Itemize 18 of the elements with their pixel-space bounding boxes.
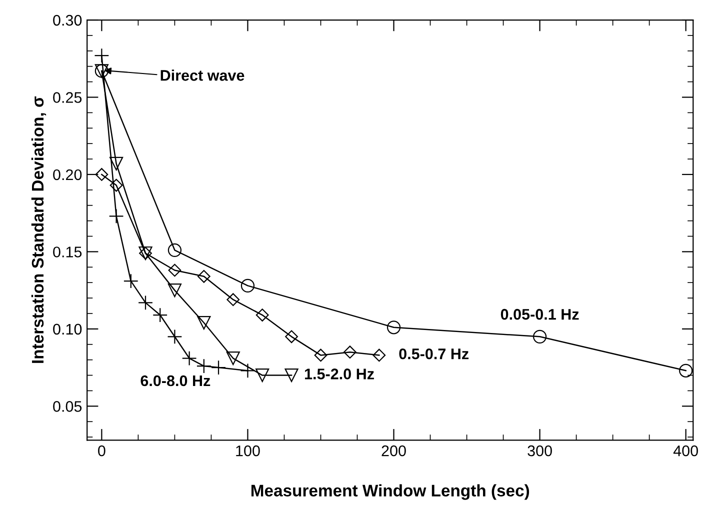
series-label: 1.5-2.0 Hz xyxy=(304,368,374,380)
series-label: 0.5-0.7 Hz xyxy=(399,348,469,360)
annotation: Direct wave xyxy=(160,70,244,81)
y-tick-label: 0.15 xyxy=(53,246,82,258)
series-label: 6.0-8.0 Hz xyxy=(140,375,210,386)
x-tick-label: 100 xyxy=(236,445,260,456)
y-tick-label: 0.30 xyxy=(53,14,82,26)
x-tick-label: 200 xyxy=(382,445,406,456)
y-tick-label: 0.10 xyxy=(53,324,82,335)
x-tick-label: 300 xyxy=(528,445,552,456)
series-label: 0.05-0.1 Hz xyxy=(500,308,579,320)
x-axis-title: Measurement Window Length (sec) xyxy=(251,484,530,500)
x-tick-label: 400 xyxy=(673,445,698,456)
y-tick-label: 0.20 xyxy=(53,169,82,180)
y-axis-title: Interstation Standard Deviation, σ xyxy=(31,96,46,363)
y-tick-label: 0.25 xyxy=(53,92,82,103)
y-tick-label: 0.05 xyxy=(53,401,82,412)
x-tick-label: 0 xyxy=(98,445,106,456)
